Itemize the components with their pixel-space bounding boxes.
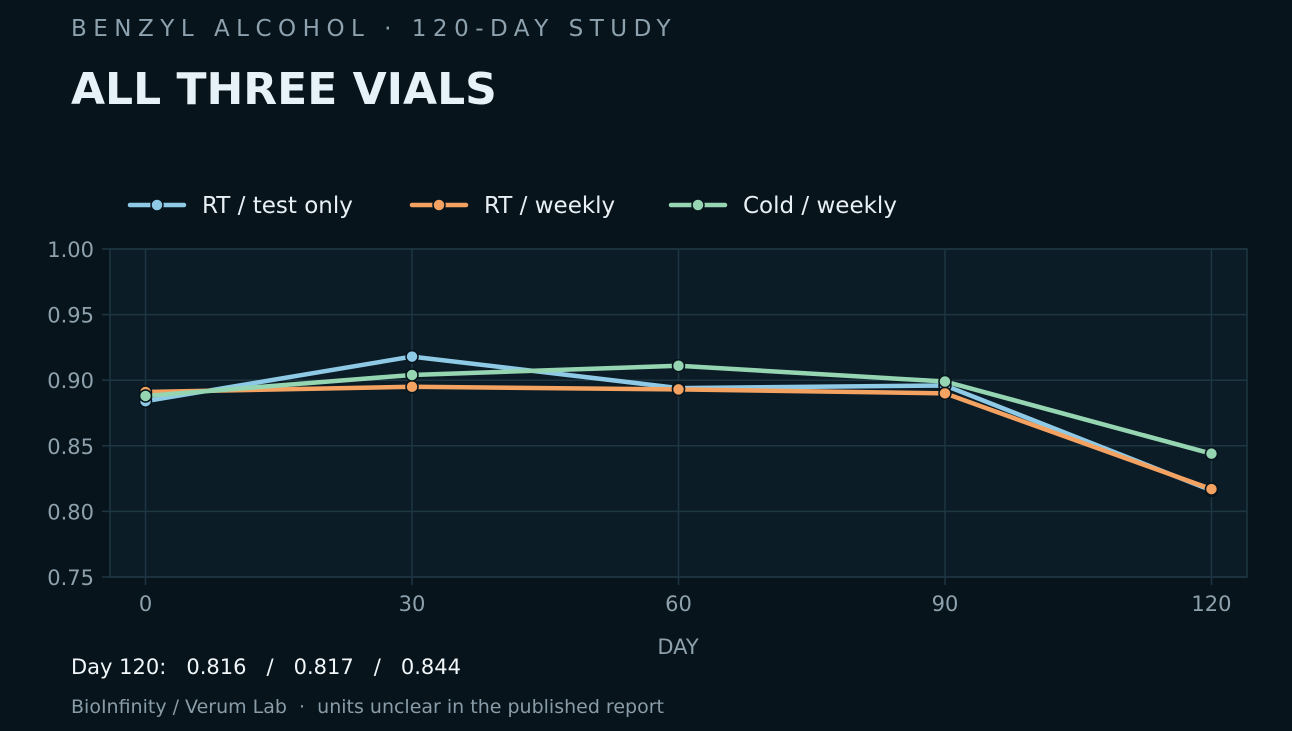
x-tick-label: 60 <box>665 592 692 616</box>
day-120-value-rt-weekly: 0.817 <box>293 655 354 679</box>
legend: RT / test only RT / weekly Cold / weekly <box>127 193 897 219</box>
x-tick-label: 90 <box>932 592 959 616</box>
chart-kicker: BENZYL ALCOHOL · 120-DAY STUDY <box>71 16 678 42</box>
legend-swatch-marker <box>432 198 446 212</box>
y-axis: 0.75 0.80 0.85 0.90 0.95 1.00 <box>47 238 110 590</box>
data-point-rt-weekly <box>1204 482 1219 496</box>
legend-label-rt-test-only: RT / test only <box>202 193 353 219</box>
data-point-cold-weekly <box>938 374 952 389</box>
y-tick-label: 0.85 <box>47 435 94 459</box>
y-tick-label: 1.00 <box>47 238 94 262</box>
data-point-cold-weekly <box>1204 446 1219 461</box>
source-note: BioInfinity / Verum Lab · units unclear … <box>71 696 664 718</box>
y-tick-label: 0.80 <box>47 500 94 524</box>
data-point-rt-weekly <box>671 382 686 397</box>
x-tick-label: 120 <box>1191 592 1231 616</box>
legend-swatch-marker <box>150 198 164 212</box>
data-point-cold-weekly <box>671 359 686 373</box>
day-120-value-cold-weekly: 0.844 <box>400 655 461 679</box>
day-120-value-rt-test-only: 0.816 <box>186 655 247 679</box>
value-separator: / <box>266 655 274 679</box>
y-tick-label: 0.90 <box>47 369 94 393</box>
data-point-rt-weekly <box>405 380 419 394</box>
legend-swatch-marker <box>691 198 705 212</box>
data-point-rt-weekly <box>938 386 952 401</box>
x-axis: 0 30 60 90 120 <box>139 577 1232 616</box>
data-point-cold-weekly <box>405 368 419 382</box>
legend-label-cold-weekly: Cold / weekly <box>743 193 897 219</box>
x-tick-label: 0 <box>139 592 152 616</box>
data-point-rt-test-only <box>405 349 419 364</box>
chart-title: ALL THREE VIALS <box>71 64 497 115</box>
value-separator: / <box>373 655 381 679</box>
data-point-cold-weekly <box>138 389 153 403</box>
x-axis-label: DAY <box>657 635 699 659</box>
legend-label-rt-weekly: RT / weekly <box>484 193 615 219</box>
grid-lines <box>110 248 1247 578</box>
x-tick-label: 30 <box>399 592 426 616</box>
day-120-summary: Day 120: 0.816 / 0.817 / 0.844 <box>71 655 461 679</box>
day-120-label: Day 120: <box>71 655 167 679</box>
y-tick-label: 0.95 <box>47 304 94 328</box>
series-lines <box>138 349 1219 498</box>
y-tick-label: 0.75 <box>47 566 94 590</box>
